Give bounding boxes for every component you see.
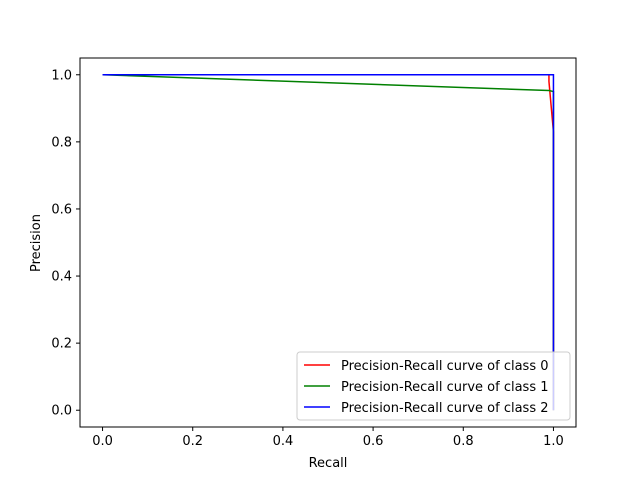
x-tick-label: 0.8 [453,434,474,449]
y-tick-label: 0.4 [51,270,72,285]
x-axis-label: Recall [309,456,348,471]
axis-ticks: 0.0 0.2 0.4 0.6 0.8 1.0 0.0 0.2 0.4 0.6 0.8 1.0 [51,68,563,449]
x-tick-label: 0.6 [363,434,384,449]
y-tick-label: 0.8 [51,135,72,150]
y-tick-label: 1.0 [51,68,72,83]
plot-area [102,74,555,411]
y-axis-label: Precision [29,214,44,272]
y-tick-label: 0.0 [51,404,72,419]
legend-label-class-2: Precision-Recall curve of class 2 [341,401,549,416]
y-tick-label: 0.2 [51,337,72,352]
y-tick-label: 0.6 [51,202,72,217]
x-tick-label: 0.4 [273,434,294,449]
legend-label-class-0: Precision-Recall curve of class 0 [341,359,549,374]
plot-frame [79,57,577,428]
x-tick-label: 0.0 [92,434,113,449]
x-tick-label: 0.2 [182,434,203,449]
x-tick-label: 1.0 [543,434,564,449]
legend-box [296,351,571,421]
series-line-class-2 [102,74,555,411]
legend-label-class-1: Precision-Recall curve of class 1 [341,380,549,395]
legend: Precision-Recall curve of class 0 Precisi… [296,351,571,421]
